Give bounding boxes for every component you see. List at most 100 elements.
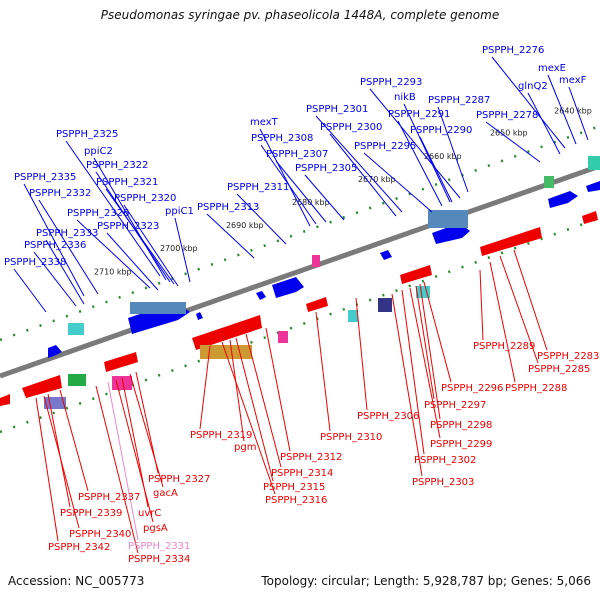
leader-line bbox=[423, 281, 452, 383]
leader-line bbox=[403, 103, 451, 203]
gene-label[interactable]: PSPPH_2336 bbox=[24, 240, 86, 251]
gene-label[interactable]: PSPPH_2327 bbox=[148, 474, 210, 485]
gene-label[interactable]: PSPPH_2307 bbox=[266, 149, 328, 160]
gene-label[interactable]: PSPPH_2296 bbox=[441, 383, 503, 394]
gene-label[interactable]: ppiC1 bbox=[165, 206, 194, 217]
gene-label[interactable]: PSPPH_2342 bbox=[48, 542, 110, 553]
gene-label[interactable]: PSPPH_2323 bbox=[97, 221, 159, 232]
leader-line bbox=[33, 251, 77, 307]
gene-label[interactable]: mexF bbox=[559, 75, 587, 86]
gene-label[interactable]: PSPPH_2283 bbox=[537, 351, 599, 362]
gene-label[interactable]: PSPPH_2291 bbox=[388, 109, 450, 120]
gene-label[interactable]: PSPPH_2334 bbox=[128, 554, 190, 565]
feature-block bbox=[130, 302, 186, 314]
gene-label[interactable]: PSPPH_2293 bbox=[360, 77, 422, 88]
reverse-outer-dotline bbox=[0, 216, 600, 434]
gene-label[interactable]: PSPPH_2298 bbox=[430, 420, 492, 431]
gene-label[interactable]: pgm bbox=[234, 442, 256, 453]
leader-line bbox=[419, 283, 441, 420]
gene-label[interactable]: PSPPH_2305 bbox=[295, 163, 357, 174]
gene-label[interactable]: PSPPH_2319 bbox=[190, 430, 252, 441]
gene-label[interactable]: PSPPH_2287 bbox=[428, 95, 490, 106]
leader-line bbox=[409, 287, 441, 439]
leader-line bbox=[491, 56, 566, 149]
gene-label[interactable]: PSPPH_2340 bbox=[69, 529, 131, 540]
gene-label[interactable]: PSPPH_2308 bbox=[251, 133, 313, 144]
gene-label[interactable]: mexE bbox=[538, 63, 566, 74]
leader-line bbox=[43, 395, 80, 529]
leader-line bbox=[513, 249, 548, 351]
leader-line bbox=[47, 393, 71, 508]
gene-label[interactable]: PSPPH_2320 bbox=[114, 193, 176, 204]
gene-label[interactable]: PSPPH_2338 bbox=[4, 257, 66, 268]
gene-label[interactable]: PSPPH_2300 bbox=[320, 122, 382, 133]
genome-backbone bbox=[0, 163, 600, 379]
gene-label[interactable]: PSPPH_2289 bbox=[473, 341, 535, 352]
gene-label[interactable]: nikB bbox=[394, 92, 416, 103]
gene-label[interactable]: PSPPH_2295 bbox=[354, 141, 416, 152]
gene-label[interactable]: PSPPH_2316 bbox=[265, 495, 327, 506]
kbp-tick-labels: 2640 kbp 2650 kbp 2660 kbp 2670 kbp 2680 kbp… bbox=[94, 106, 592, 276]
gene-label[interactable]: PSPPH_2337 bbox=[78, 492, 140, 503]
feature-block bbox=[588, 156, 600, 170]
gene-label[interactable]: PSPPH_2315 bbox=[263, 482, 325, 493]
gene-label[interactable]: PSPPH_2335 bbox=[14, 172, 76, 183]
gene-label[interactable]: PSPPH_2325 bbox=[56, 129, 118, 140]
gene-label[interactable]: PSPPH_2332 bbox=[29, 188, 91, 199]
gene-label[interactable]: PSPPH_2339 bbox=[60, 508, 122, 519]
gene-label[interactable]: PSPPH_2303 bbox=[412, 477, 474, 488]
leader-line bbox=[174, 217, 191, 283]
forward-gene bbox=[380, 250, 392, 260]
forward-gene bbox=[432, 223, 470, 244]
forward-gene bbox=[586, 181, 600, 192]
gene-label[interactable]: mexT bbox=[250, 117, 279, 128]
gene-label[interactable]: PSPPH_2326 bbox=[67, 208, 129, 219]
map-title: Pseudomonas syringae pv. phaseolicola 14… bbox=[100, 8, 500, 22]
leader-line bbox=[105, 188, 175, 285]
leader-line bbox=[95, 385, 139, 554]
gene-label[interactable]: gacA bbox=[153, 488, 178, 499]
gene-label[interactable]: PSPPH_2302 bbox=[414, 455, 476, 466]
leader-line bbox=[107, 381, 139, 541]
gene-label[interactable]: PSPPH_2314 bbox=[271, 468, 333, 479]
gene-label[interactable]: PSPPH_2299 bbox=[430, 439, 492, 450]
reverse-gene bbox=[306, 297, 328, 312]
gene-label[interactable]: PSPPH_2301 bbox=[306, 104, 368, 115]
feature-block bbox=[378, 298, 392, 312]
leader-line bbox=[206, 213, 255, 259]
feature-block bbox=[68, 374, 86, 386]
gene-label[interactable]: glnQ2 bbox=[518, 81, 548, 92]
gene-label[interactable]: PSPPH_2313 bbox=[197, 202, 259, 213]
genome-summary-text: Topology: circular; Length: 5,928,787 bp… bbox=[261, 574, 591, 588]
gene-label[interactable]: PSPPH_2310 bbox=[320, 432, 382, 443]
gene-label[interactable]: PSPPH_2312 bbox=[280, 452, 342, 463]
kbp-tick-label: 2660 kbp bbox=[424, 152, 462, 161]
leader-line bbox=[35, 397, 59, 542]
leader-line bbox=[485, 121, 541, 163]
leader-line bbox=[76, 219, 151, 289]
gene-label[interactable]: PSPPH_2331 bbox=[128, 541, 190, 552]
gene-label[interactable]: PSPPH_2278 bbox=[476, 110, 538, 121]
gene-label[interactable]: ppiC2 bbox=[84, 146, 113, 157]
gene-label[interactable]: pgsA bbox=[143, 523, 168, 534]
gene-label[interactable]: PSPPH_2306 bbox=[357, 411, 419, 422]
leader-line bbox=[221, 341, 276, 495]
gene-label[interactable]: PSPPH_2333 bbox=[36, 228, 98, 239]
gene-label[interactable]: PSPPH_2321 bbox=[96, 177, 158, 188]
kbp-tick-label: 2680 kbp bbox=[292, 198, 330, 207]
feature-block bbox=[312, 255, 320, 267]
leader-line bbox=[499, 255, 539, 364]
leader-line bbox=[45, 239, 85, 305]
leader-line bbox=[65, 140, 161, 277]
forward-gene bbox=[256, 291, 266, 300]
gene-label[interactable]: uvrC bbox=[138, 508, 161, 519]
feature-block bbox=[68, 323, 84, 335]
gene-label[interactable]: PSPPH_2322 bbox=[86, 160, 148, 171]
gene-label[interactable]: PSPPH_2288 bbox=[505, 383, 567, 394]
gene-label[interactable]: PSPPH_2285 bbox=[528, 364, 590, 375]
gene-label[interactable]: PSPPH_2290 bbox=[410, 125, 472, 136]
gene-label[interactable]: PSPPH_2297 bbox=[424, 400, 486, 411]
gene-label[interactable]: PSPPH_2311 bbox=[227, 182, 289, 193]
gene-label[interactable]: PSPPH_2276 bbox=[482, 45, 544, 56]
